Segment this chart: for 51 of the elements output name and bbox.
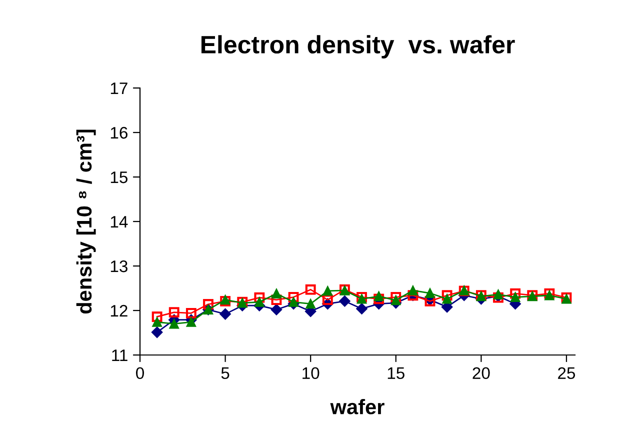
x-tick-label: 25 bbox=[558, 367, 576, 380]
point bbox=[374, 294, 384, 304]
point bbox=[306, 298, 316, 309]
point bbox=[271, 294, 282, 306]
point bbox=[270, 304, 282, 316]
y-tick-label: 17 bbox=[110, 82, 128, 94]
point bbox=[425, 288, 435, 298]
y-axis-title: density [10 ⁸ / cm³] bbox=[76, 130, 96, 314]
point bbox=[356, 294, 367, 304]
point bbox=[186, 317, 196, 327]
point bbox=[186, 308, 196, 318]
point bbox=[152, 312, 162, 322]
point bbox=[442, 290, 452, 301]
point bbox=[220, 308, 231, 320]
x-tick-label: 0 bbox=[136, 367, 144, 380]
point bbox=[356, 303, 368, 314]
point bbox=[168, 307, 180, 318]
point bbox=[544, 290, 554, 300]
point bbox=[151, 326, 163, 338]
y-tick-label: 16 bbox=[110, 126, 128, 139]
x-tick-label: 20 bbox=[472, 367, 490, 380]
point bbox=[254, 292, 265, 303]
x-tick-label: 10 bbox=[302, 367, 320, 380]
point bbox=[305, 284, 316, 295]
x-tick-label: 5 bbox=[221, 367, 230, 380]
point bbox=[442, 294, 452, 304]
y-tick-label: 15 bbox=[110, 172, 128, 184]
point bbox=[288, 292, 299, 302]
x-axis-title: wafer bbox=[330, 399, 384, 414]
x-tick-label: 15 bbox=[388, 367, 404, 380]
y-tick-label: 11 bbox=[112, 350, 128, 362]
y-tick-label: 14 bbox=[110, 216, 128, 228]
point bbox=[374, 291, 384, 302]
point bbox=[493, 290, 504, 300]
point bbox=[203, 299, 214, 310]
point bbox=[254, 297, 264, 307]
point bbox=[272, 288, 282, 298]
point bbox=[510, 292, 520, 302]
point bbox=[169, 318, 179, 329]
point bbox=[408, 286, 418, 296]
chart-title: Electron density vs. wafer bbox=[201, 35, 515, 58]
point bbox=[322, 286, 333, 296]
point bbox=[391, 295, 401, 306]
point bbox=[152, 317, 162, 327]
point bbox=[390, 292, 402, 302]
y-tick-label: 12 bbox=[110, 304, 128, 317]
point bbox=[288, 297, 298, 307]
point bbox=[339, 296, 350, 307]
y-tick-label: 13 bbox=[110, 260, 128, 272]
point bbox=[510, 288, 521, 299]
point bbox=[322, 294, 333, 306]
